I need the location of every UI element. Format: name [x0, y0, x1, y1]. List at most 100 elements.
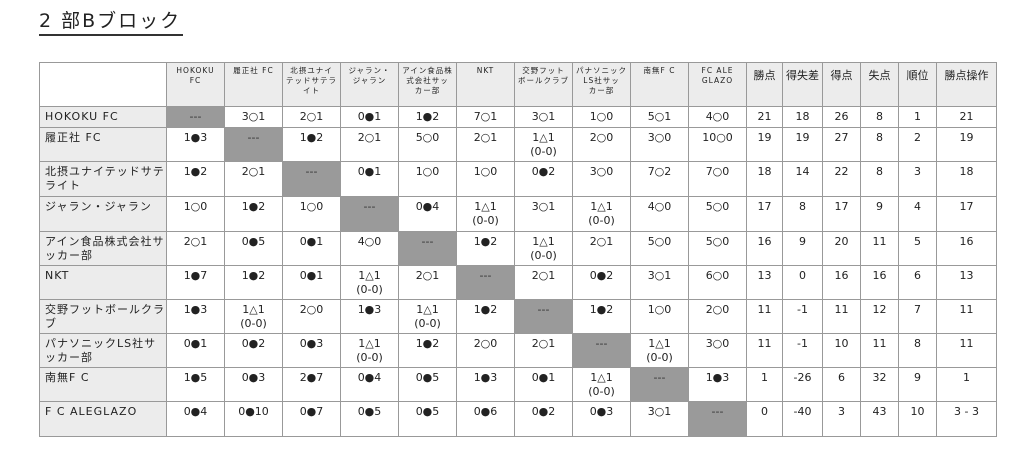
match-result: 0●2 — [224, 333, 283, 368]
table-row: 交野フットボールクラブ 1●3 1△1 (0-0) 2○0 1●3 1△1 (0-0) 1●… — [39, 299, 997, 334]
table-row: ジャラン・ジャラン 1○0 1●2 1○0 --- 0●4 1△1 (0-0) 3○1 1△1 … — [39, 196, 997, 232]
stat-value: 11 — [860, 231, 899, 266]
match-result: 0●3 — [224, 367, 283, 402]
stat-value: 20 — [822, 231, 861, 266]
match-result: 4○0 — [630, 196, 689, 232]
match-result: 0●1 — [282, 265, 341, 300]
match-result: 1△1 (0-0) — [224, 299, 283, 334]
match-result: 0●1 — [166, 333, 225, 368]
stat-value: 17 — [822, 196, 861, 232]
match-result: 0●7 — [282, 401, 341, 437]
match-result: 2○1 — [456, 127, 515, 162]
stat-value: 8 — [860, 106, 899, 128]
column-header-team: ジャラン・ ジャラン — [340, 62, 399, 107]
match-result: 7○1 — [456, 106, 515, 128]
stat-value: 18 — [936, 161, 997, 197]
column-header-team: 交野フット ボールクラブ — [514, 62, 573, 107]
self-match-cell: --- — [282, 161, 341, 197]
match-result: 0●4 — [340, 367, 399, 402]
match-result: 1△1 (0-0) — [340, 265, 399, 300]
stat-value: -26 — [782, 367, 823, 402]
match-result: 1○0 — [630, 299, 689, 334]
match-result: 3○0 — [630, 127, 689, 162]
stat-value: 17 — [936, 196, 997, 232]
stat-value: 43 — [860, 401, 899, 437]
match-result: 0●10 — [224, 401, 283, 437]
match-result: 0●5 — [398, 367, 457, 402]
match-result: 1●2 — [166, 161, 225, 197]
table-row: HOKOKU FC --- 3○1 2○1 0●1 1●2 7○1 3○1 1○0 5○1 4○0 2… — [39, 106, 997, 128]
match-result: 5○0 — [630, 231, 689, 266]
self-match-cell: --- — [166, 106, 225, 128]
stat-value: 16 — [746, 231, 783, 266]
match-result: 1●3 — [166, 127, 225, 162]
column-header-stat: 得点 — [822, 62, 861, 107]
column-header-team: FC ALE GLAZO — [688, 62, 747, 107]
stat-value: 8 — [782, 196, 823, 232]
corner-cell — [39, 62, 167, 107]
table-row: F C ALEGLAZO 0●4 0●10 0●7 0●5 0●5 0●6 0●2 0●3 3○1… — [39, 401, 997, 437]
match-result: 0●4 — [166, 401, 225, 437]
column-header-stat: 失点 — [860, 62, 899, 107]
match-result: 1●2 — [398, 106, 457, 128]
team-name: アイン食品株式会社サッカー部 — [39, 231, 167, 266]
self-match-cell: --- — [398, 231, 457, 266]
stat-value: 19 — [746, 127, 783, 162]
match-result: 2○0 — [688, 299, 747, 334]
match-result: 10○0 — [688, 127, 747, 162]
match-result: 2○0 — [456, 333, 515, 368]
table-row: 履正社 FC 1●3 --- 1●2 2○1 5○0 2○1 1△1 (0-0) 2○0 3○0 1… — [39, 127, 997, 162]
stat-value: 8 — [860, 161, 899, 197]
match-result: 5○1 — [630, 106, 689, 128]
self-match-cell: --- — [224, 127, 283, 162]
table-row: アイン食品株式会社サッカー部 2○1 0●5 0●1 4○0 --- 1●2 1△1 (0-0… — [39, 231, 997, 266]
column-header-stat: 勝点操作 — [936, 62, 997, 107]
match-result: 0●2 — [514, 161, 573, 197]
match-result: 1○0 — [398, 161, 457, 197]
match-result: 2○1 — [514, 265, 573, 300]
stat-value: 1 — [746, 367, 783, 402]
match-result: 2○1 — [398, 265, 457, 300]
stat-value: 12 — [860, 299, 899, 334]
stat-value: 27 — [822, 127, 861, 162]
match-result: 1○0 — [572, 106, 631, 128]
column-header-stat: 順位 — [898, 62, 937, 107]
column-header-team: 北摂ユナイ テッドサテラ イト — [282, 62, 341, 107]
stat-value: 13 — [936, 265, 997, 300]
match-result: 0●5 — [340, 401, 399, 437]
match-result: 1△1 (0-0) — [514, 231, 573, 266]
match-result: 1△1 (0-0) — [514, 127, 573, 162]
stat-value: -40 — [782, 401, 823, 437]
stat-value: 18 — [746, 161, 783, 197]
stat-value: 10 — [822, 333, 861, 368]
match-result: 1●2 — [282, 127, 341, 162]
match-result: 0●2 — [572, 265, 631, 300]
stat-value: 0 — [782, 265, 823, 300]
stat-value: 9 — [898, 367, 937, 402]
match-result: 7○2 — [630, 161, 689, 197]
table-row: NKT 1●7 1●2 0●1 1△1 (0-0) 2○1 --- 2○1 0●2 3○1 6○0 1… — [39, 265, 997, 300]
match-result: 2○1 — [514, 333, 573, 368]
team-name: F C ALEGLAZO — [39, 401, 167, 437]
column-header-team: アイン食品株 式会社サッ カー部 — [398, 62, 457, 107]
stat-value: -1 — [782, 299, 823, 334]
match-result: 1●3 — [688, 367, 747, 402]
self-match-cell: --- — [456, 265, 515, 300]
table-row: 南無F C 1●5 0●3 2●7 0●4 0●5 1●3 0●1 1△1 (0-0) --- 1●… — [39, 367, 997, 402]
stat-value: 6 — [822, 367, 861, 402]
column-header-team: HOKOKU FC — [166, 62, 225, 107]
match-result: 1●3 — [166, 299, 225, 334]
team-name: HOKOKU FC — [39, 106, 167, 128]
stat-value: 18 — [782, 106, 823, 128]
standings-table: HOKOKU FC 履正社 FC 北摂ユナイ テッドサテラ イト ジャラン・ ジャラン… — [39, 62, 997, 437]
match-result: 2○1 — [224, 161, 283, 197]
table-row: パナソニックLS社サッカー部 0●1 0●2 0●3 1△1 (0-0) 1●2 2○0 2○… — [39, 333, 997, 368]
match-result: 1●7 — [166, 265, 225, 300]
match-result: 1△1 (0-0) — [630, 333, 689, 368]
self-match-cell: --- — [630, 367, 689, 402]
match-result: 2●7 — [282, 367, 341, 402]
match-result: 3○0 — [688, 333, 747, 368]
column-header-team: パナソニック LS社サッ カー部 — [572, 62, 631, 107]
stat-value: 11 — [936, 299, 997, 334]
stat-value: 8 — [860, 127, 899, 162]
